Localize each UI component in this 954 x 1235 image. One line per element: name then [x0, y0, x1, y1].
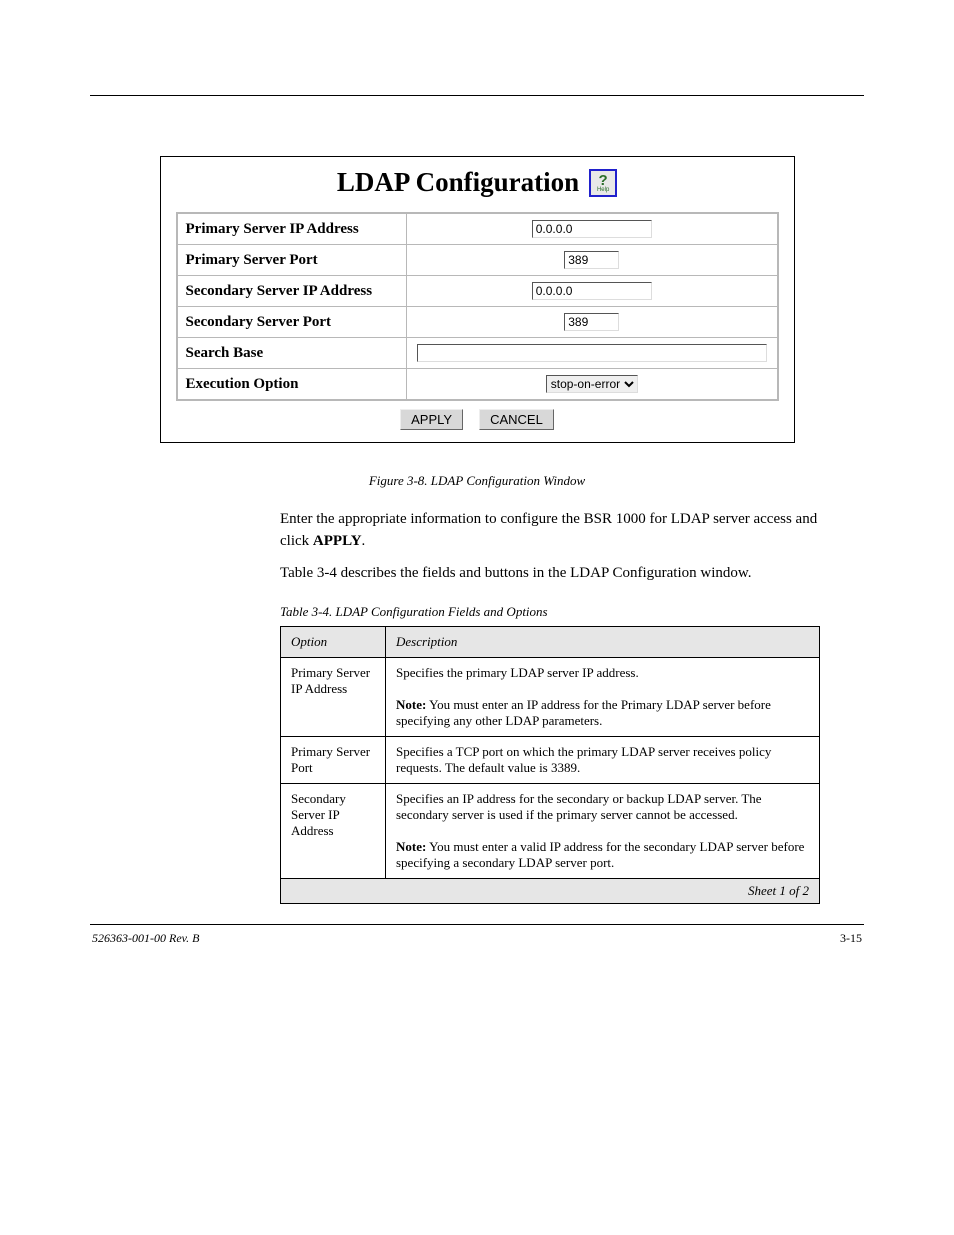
secondary-port-input[interactable] — [564, 313, 619, 331]
config-title: LDAP Configuration — [337, 167, 579, 198]
body-paragraph-1: Enter the appropriate information to con… — [280, 509, 820, 553]
figure-caption: Figure 3-8. LDAP Configuration Window — [90, 473, 864, 489]
config-title-row: LDAP Configuration ? Help — [176, 167, 779, 198]
secondary-port-label: Secondary Server Port — [177, 307, 407, 338]
exec-option-label: Execution Option — [177, 369, 407, 401]
search-base-label: Search Base — [177, 338, 407, 369]
description-table: Option Description Primary Server IP Add… — [280, 626, 820, 904]
page-footer: 526363-001-00 Rev. B 3-15 — [90, 931, 864, 946]
primary-ip-input[interactable] — [532, 220, 652, 238]
help-icon[interactable]: ? Help — [589, 169, 617, 197]
config-form-table: Primary Server IP Address Primary Server… — [176, 212, 779, 401]
body-paragraph-2: Table 3-4 describes the fields and butto… — [280, 563, 820, 585]
col-option: Option — [281, 627, 386, 658]
secondary-ip-label: Secondary Server IP Address — [177, 276, 407, 307]
apply-button[interactable]: APPLY — [400, 409, 463, 430]
sheet-indicator: Sheet 1 of 2 — [281, 879, 820, 904]
table-row: Secondary Server IP Address Specifies an… — [281, 784, 820, 879]
search-base-input[interactable] — [417, 344, 767, 362]
footer-left: 526363-001-00 Rev. B — [92, 931, 199, 946]
footer-right: 3-15 — [840, 931, 862, 946]
table-caption: Table 3-4. LDAP Configuration Fields and… — [280, 604, 864, 620]
cancel-button[interactable]: CANCEL — [479, 409, 554, 430]
secondary-ip-input[interactable] — [532, 282, 652, 300]
button-row: APPLY CANCEL — [176, 401, 779, 430]
col-description: Description — [386, 627, 820, 658]
primary-port-label: Primary Server Port — [177, 245, 407, 276]
exec-option-select[interactable]: stop-on-error — [546, 375, 638, 393]
primary-ip-label: Primary Server IP Address — [177, 213, 407, 245]
table-row: Primary Server IP Address Specifies the … — [281, 658, 820, 737]
top-rule — [90, 95, 864, 96]
ldap-config-panel: LDAP Configuration ? Help Primary Server… — [160, 156, 795, 443]
bottom-rule — [90, 924, 864, 925]
table-row: Primary Server Port Specifies a TCP port… — [281, 737, 820, 784]
primary-port-input[interactable] — [564, 251, 619, 269]
